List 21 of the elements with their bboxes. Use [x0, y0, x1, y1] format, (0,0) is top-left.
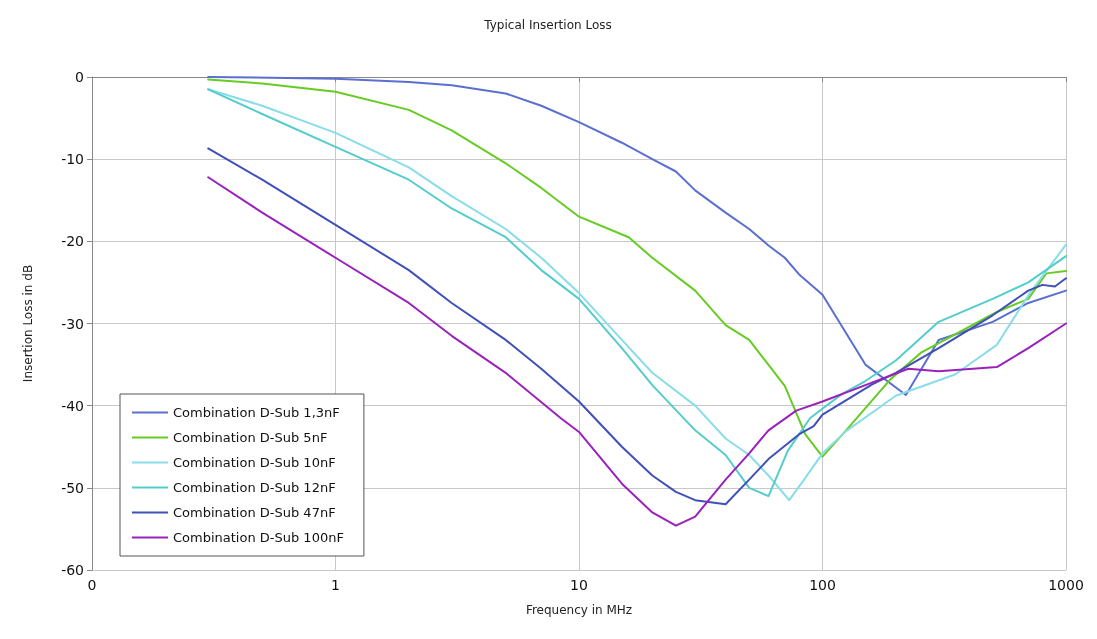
y-tick-label: -20: [61, 233, 84, 250]
y-tick-label: -30: [61, 315, 84, 332]
x-tick-label: 100: [809, 577, 836, 593]
legend-label: Combination D-Sub 1,3nF: [173, 405, 340, 420]
legend-label: Combination D-Sub 47nF: [173, 505, 336, 520]
x-tick-label: 1: [331, 577, 340, 593]
legend-label: Combination D-Sub 10nF: [173, 455, 336, 470]
x-tick-label: 1000: [1048, 577, 1084, 593]
y-axis-title: Insertion Loss in dB: [21, 264, 35, 383]
x-tick-label: 10: [570, 577, 588, 593]
y-tick-label: -10: [61, 151, 84, 168]
y-tick-label: -40: [61, 397, 84, 414]
y-tick-label: 0: [75, 69, 84, 85]
x-axis-title: Frequency in MHz: [525, 603, 633, 617]
legend-label: Combination D-Sub 5nF: [173, 430, 328, 445]
legend-label: Combination D-Sub 100nF: [173, 530, 344, 545]
chart-title: Typical Insertion Loss: [483, 18, 612, 32]
x-tick-label: 0: [87, 577, 97, 593]
y-tick-label: -60: [61, 562, 84, 578]
legend-label: Combination D-Sub 12nF: [173, 480, 336, 495]
y-tick-label: -50: [61, 479, 84, 496]
